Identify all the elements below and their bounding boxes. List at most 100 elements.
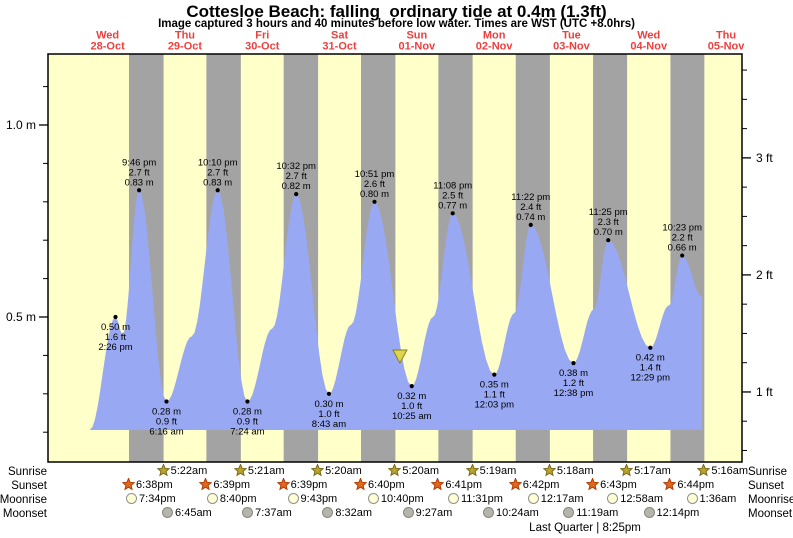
moonrise-event: 10:40pm bbox=[367, 492, 424, 505]
high-tide-annotation: 11:22 pm 2.4 ft 0.74 m bbox=[511, 192, 550, 223]
y-axis-left-label: 1.0 m bbox=[6, 118, 36, 132]
sunset-icon bbox=[354, 478, 368, 491]
day-label: Fri bbox=[255, 30, 269, 42]
day-label: Thu bbox=[716, 30, 736, 42]
moonrise-icon bbox=[527, 493, 539, 504]
y-axis-left-label: 0.5 m bbox=[6, 310, 36, 324]
low-tide-annotation: 0.42 m 1.4 ft 12:29 pm bbox=[630, 353, 670, 384]
sunset-icon bbox=[431, 478, 445, 491]
day-label: Mon bbox=[483, 30, 506, 42]
high-tide-dot bbox=[294, 192, 299, 197]
moonrise-time: 11:31pm bbox=[460, 492, 503, 505]
moonrise-row-label-left: Moonrise bbox=[0, 494, 47, 506]
moonset-time: 7:37am bbox=[255, 506, 292, 519]
moonrise-icon bbox=[287, 493, 299, 504]
sunset-event: 6:38pm bbox=[122, 478, 173, 491]
sunset-icon bbox=[199, 478, 213, 491]
sunrise-time: 5:21am bbox=[247, 464, 285, 477]
sunrise-event: 5:20am bbox=[388, 464, 439, 477]
low-tide-dot bbox=[326, 391, 332, 396]
moonset-time: 6:45am bbox=[175, 506, 212, 519]
moonset-event: 12:14pm bbox=[643, 506, 700, 519]
sunrise-time: 5:17am bbox=[634, 464, 671, 477]
moonrise-time: 1:36am bbox=[699, 492, 737, 505]
sunset-icon bbox=[508, 478, 522, 491]
day-label: Wed bbox=[96, 30, 119, 42]
sunset-time: 6:43pm bbox=[600, 478, 637, 491]
moonset-row-label-left: Moonset bbox=[2, 508, 47, 520]
sunset-icon bbox=[122, 478, 135, 491]
low-tide-annotation: 0.32 m 1.0 ft 10:25 am bbox=[392, 391, 432, 422]
moonrise-time: 9:43pm bbox=[300, 492, 338, 505]
moonset-icon bbox=[643, 507, 655, 518]
high-tide-annotation: 10:10 pm 2.7 ft 0.83 m bbox=[198, 157, 238, 188]
moonrise-event: 9:43pm bbox=[287, 492, 338, 505]
sunrise-event: 5:21am bbox=[233, 464, 285, 477]
moonset-icon bbox=[563, 507, 575, 518]
day-label: Sun bbox=[406, 30, 427, 42]
day-label: Thu bbox=[175, 30, 195, 42]
sunrise-event: 5:22am bbox=[156, 464, 208, 477]
moonrise-time: 8:40pm bbox=[219, 492, 257, 505]
sunset-time: 6:40pm bbox=[368, 478, 405, 491]
low-tide-dot bbox=[492, 372, 497, 377]
day-date-label: 28-Oct bbox=[91, 41, 126, 53]
sunrise-icon bbox=[620, 464, 634, 477]
moonrise-time: 12:17am bbox=[540, 492, 584, 505]
sunrise-time: 5:20am bbox=[402, 464, 440, 477]
moonset-icon bbox=[402, 507, 414, 518]
sunrise-row-label-right: Sunrise bbox=[748, 466, 787, 478]
sunset-icon bbox=[276, 478, 290, 491]
sunrise-event: 5:17am bbox=[620, 464, 671, 477]
sunset-row-label-right: Sunset bbox=[748, 480, 784, 492]
moonset-icon bbox=[162, 507, 174, 518]
sunrise-icon bbox=[233, 464, 247, 477]
moonrise-time: 10:40pm bbox=[380, 492, 424, 505]
moonset-event: 10:24am bbox=[482, 506, 539, 519]
sunrise-row-label-left: Sunrise bbox=[8, 466, 47, 478]
sunset-icon bbox=[663, 478, 677, 491]
moonset-time: 12:14pm bbox=[656, 506, 700, 519]
sunrise-time: 5:22am bbox=[170, 464, 208, 477]
moon-phase-text: Last Quarter | 8:25pm bbox=[529, 522, 641, 534]
moonset-icon bbox=[482, 507, 494, 518]
moonset-row-label-right: Moonset bbox=[748, 508, 793, 520]
sunrise-event: 5:16am bbox=[697, 464, 748, 477]
day-date-label: 03-Nov bbox=[553, 41, 591, 53]
day-date-label: 01-Nov bbox=[399, 41, 437, 53]
sunset-event: 6:41pm bbox=[431, 478, 482, 491]
high-tide-dot bbox=[606, 238, 611, 243]
moonrise-icon bbox=[206, 493, 218, 504]
moonrise-icon bbox=[447, 493, 459, 504]
moonrise-event: 7:34pm bbox=[125, 492, 176, 505]
sunset-time: 6:39pm bbox=[290, 478, 328, 491]
sunset-row-label-left: Sunset bbox=[11, 480, 47, 492]
sunset-event: 6:39pm bbox=[199, 478, 250, 491]
day-date-label: 02-Nov bbox=[476, 41, 514, 53]
low-tide-annotation: 0.30 m 1.0 ft 8:43 am bbox=[312, 399, 346, 430]
moonrise-event: 11:31pm bbox=[447, 492, 503, 505]
sunrise-event: 5:20am bbox=[311, 464, 362, 477]
sunset-event: 6:40pm bbox=[354, 478, 405, 491]
moonset-event: 6:45am bbox=[161, 506, 212, 519]
low-tide-dot bbox=[648, 345, 653, 350]
high-tide-dot bbox=[137, 188, 142, 193]
low-tide-dot bbox=[245, 399, 250, 404]
plot-frame bbox=[47, 53, 743, 463]
moonrise-icon bbox=[367, 493, 379, 504]
low-tide-dot bbox=[113, 314, 118, 320]
day-label: Tue bbox=[562, 30, 581, 42]
tide-chart: 9:46 pm 2.7 ft 0.83 m 10:10 pm 2.7 ft 0.83 m 1… bbox=[6, 30, 773, 463]
sunrise-time: 5:18am bbox=[556, 464, 594, 477]
high-tide-dot bbox=[528, 222, 533, 227]
chart-subtitle: Image captured 3 hours and 40 minutes be… bbox=[158, 18, 635, 30]
sunrise-icon bbox=[465, 464, 479, 477]
low-tide-dot bbox=[409, 384, 414, 389]
sunset-event: 6:44pm bbox=[663, 478, 714, 491]
sunrise-time: 5:16am bbox=[711, 464, 749, 477]
moonset-time: 8:32am bbox=[335, 506, 373, 519]
sunrise-icon bbox=[156, 464, 170, 477]
sunrise-time: 5:20am bbox=[325, 464, 362, 477]
